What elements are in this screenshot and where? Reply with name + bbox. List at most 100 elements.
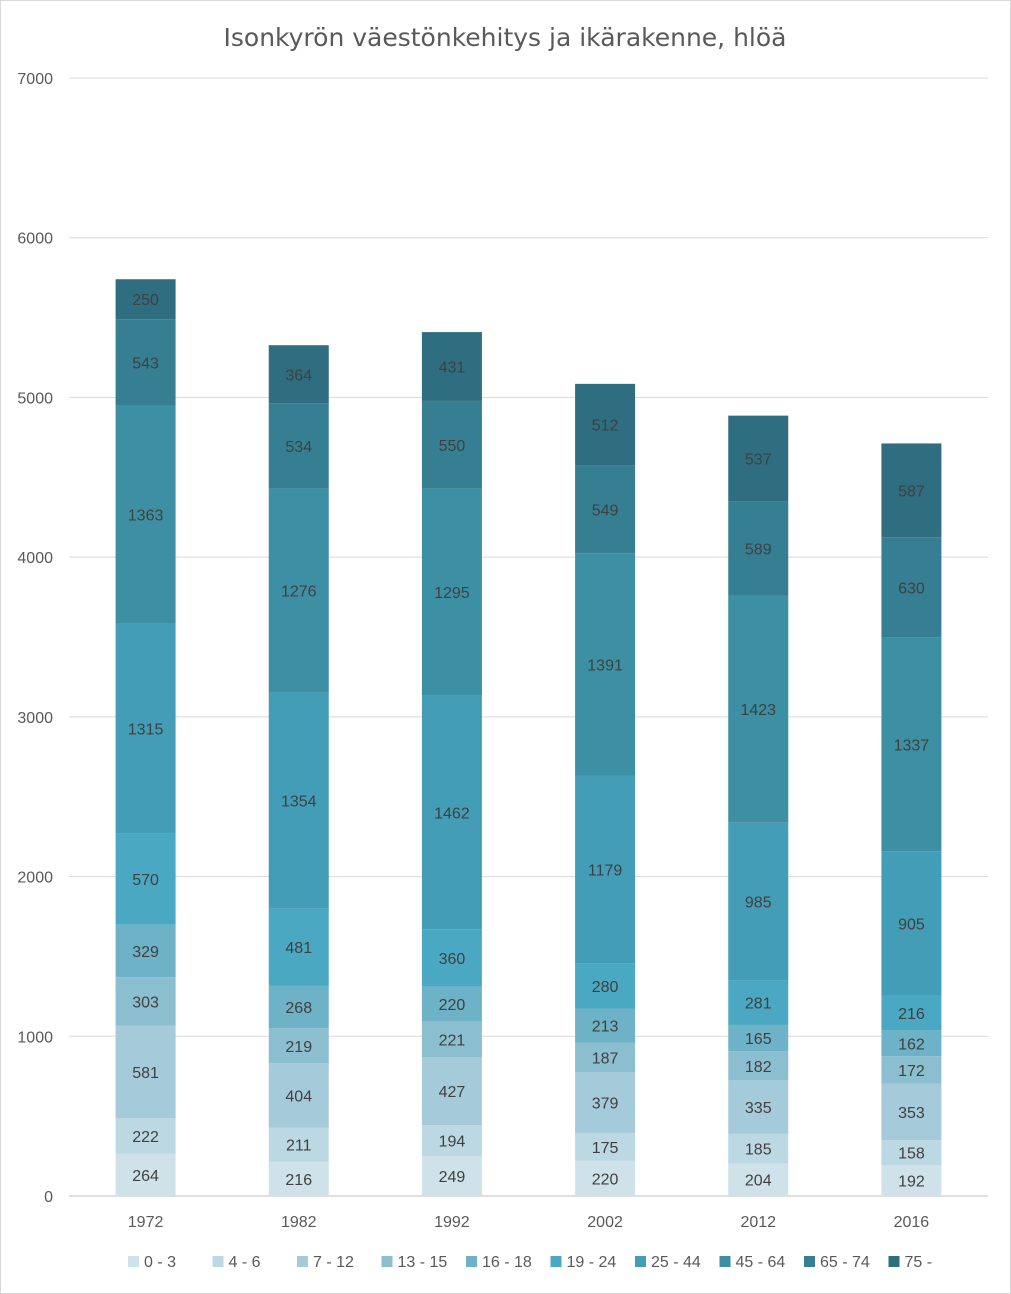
legend-swatch (466, 1256, 477, 1267)
bar-segment (268, 1127, 329, 1162)
data-label: 222 (132, 1129, 159, 1146)
data-label: 211 (286, 1138, 312, 1155)
data-label: 250 (132, 292, 159, 309)
data-label: 335 (745, 1100, 772, 1117)
data-label: 360 (439, 951, 466, 968)
bar-segment (421, 1156, 482, 1196)
data-label: 194 (439, 1134, 466, 1151)
bar-segment (268, 1161, 329, 1196)
bar-segment (268, 985, 329, 1029)
data-label: 1462 (434, 805, 470, 822)
bar-segment (575, 1072, 636, 1133)
legend-item: 7 - 12 (297, 1254, 354, 1271)
bar-segment (575, 1160, 636, 1196)
legend-swatch (381, 1256, 393, 1267)
bar-stack-2016: 192 158 353 172 162 216 905 1337 630 587 (881, 443, 942, 1196)
data-label: 303 (132, 994, 159, 1011)
data-label: 220 (592, 1171, 619, 1188)
bar-segment (881, 851, 942, 996)
bar-segment (881, 1083, 942, 1141)
data-label: 1423 (740, 702, 776, 719)
bar-segment (881, 1030, 942, 1057)
bar-segment (575, 1132, 636, 1161)
data-label: 165 (745, 1031, 772, 1048)
bar-segment (728, 415, 789, 502)
x-tick-label: 2012 (740, 1214, 776, 1231)
bar-segment (575, 383, 636, 466)
x-tick-label: 1982 (281, 1214, 317, 1231)
bar-stack-1982: 216 211 404 219 268 481 1354 1276 534 364 (268, 345, 329, 1196)
x-tick-label: 2016 (894, 1214, 930, 1231)
legend: 0 - 3 4 - 6 7 - 12 13 - 15 16 - 18 19 - 24 25 … (128, 1254, 932, 1271)
data-label: 1337 (894, 738, 930, 755)
bar-segment (268, 908, 329, 986)
y-tick-label: 7000 (17, 71, 53, 88)
data-label: 216 (285, 1172, 312, 1189)
bar-stack-1992: 249 194 427 221 220 360 1462 1295 550 431 (421, 332, 482, 1196)
bar-segment (881, 637, 942, 852)
legend-item: 45 - 64 (719, 1254, 785, 1271)
legend-item: 0 - 3 (128, 1254, 176, 1271)
bar-segment (268, 1028, 329, 1064)
data-label: 534 (285, 439, 312, 456)
y-tick-label: 0 (44, 1189, 53, 1206)
bar-segment (728, 822, 789, 981)
bar-segment (575, 963, 636, 1009)
legend-swatch (719, 1256, 731, 1267)
data-label: 213 (592, 1019, 619, 1036)
data-label: 158 (898, 1146, 925, 1163)
bar-segment (268, 692, 329, 909)
legend-swatch (888, 1256, 900, 1267)
bar-segment (115, 1118, 176, 1154)
bar-segment (115, 833, 176, 925)
bar-segment (115, 1025, 176, 1119)
data-label: 630 (898, 580, 925, 597)
data-label: 379 (592, 1096, 619, 1113)
data-label: 364 (285, 367, 312, 384)
y-tick-label: 2000 (17, 870, 53, 887)
bar-segment (881, 537, 942, 638)
data-label: 329 (132, 944, 159, 961)
y-tick-label: 6000 (17, 231, 53, 248)
legend-swatch (804, 1256, 815, 1267)
data-label: 182 (745, 1059, 772, 1076)
data-label: 550 (439, 438, 466, 455)
bar-segment (421, 1057, 482, 1126)
data-label: 404 (285, 1089, 312, 1106)
data-label: 1315 (128, 722, 164, 739)
legend-swatch (550, 1256, 562, 1267)
legend-label: 65 - 74 (820, 1254, 870, 1271)
bar-segment (881, 1056, 942, 1084)
y-axis: 0 1000 2000 3000 4000 5000 6000 7000 (17, 71, 53, 1206)
bar-segment (728, 980, 789, 1025)
data-label: 1363 (128, 508, 164, 525)
data-label: 549 (592, 502, 619, 519)
data-label: 1295 (434, 585, 470, 602)
bar-segment (115, 405, 176, 624)
x-axis: 1972 1982 1992 2002 2012 2016 (128, 1214, 930, 1231)
chart-title: Isonkyrön väestönkehitys ja ikärakenne, … (224, 23, 787, 52)
data-label: 481 (285, 940, 312, 957)
bar-segment (575, 1042, 636, 1073)
data-label: 543 (132, 356, 159, 373)
y-tick-label: 5000 (17, 390, 53, 407)
data-label: 175 (592, 1140, 619, 1157)
bar-segment (421, 986, 482, 1022)
legend-label: 75 - (905, 1254, 933, 1271)
bar-segment (421, 332, 482, 401)
data-label: 221 (439, 1032, 466, 1049)
bar-segment (728, 501, 789, 596)
data-label: 204 (745, 1173, 772, 1190)
legend-label: 16 - 18 (482, 1254, 532, 1271)
data-label: 281 (745, 996, 772, 1013)
bar-segment (728, 1133, 789, 1164)
data-label: 162 (898, 1036, 925, 1053)
data-label: 216 (898, 1006, 925, 1023)
legend-swatch (635, 1256, 646, 1267)
bar-segment (881, 995, 942, 1031)
gridlines (69, 77, 988, 1197)
data-label: 589 (745, 541, 772, 558)
bar-segment (115, 279, 176, 320)
legend-label: 19 - 24 (567, 1254, 617, 1271)
